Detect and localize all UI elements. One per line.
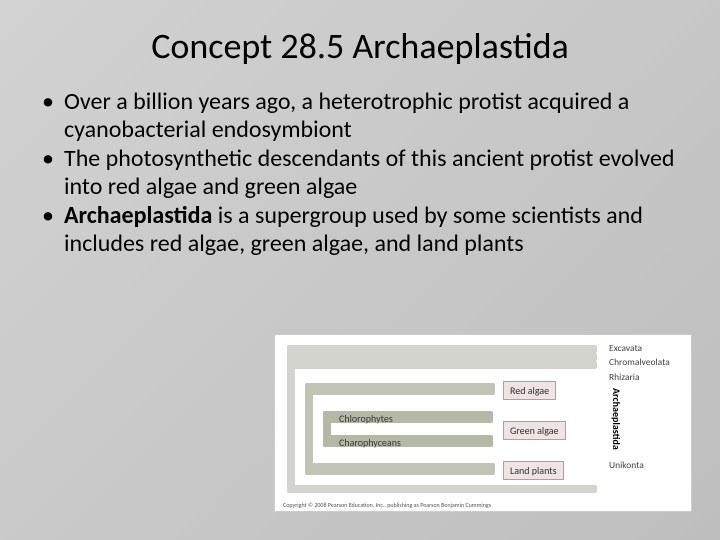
- phylogeny-diagram: Chlorophytes Charophyceans Red algae Gre…: [274, 334, 692, 512]
- category-box-land-plants: Land plants: [503, 461, 564, 480]
- bullet-list: Over a billion years ago, a heterotrophi…: [0, 88, 720, 258]
- tree-branch: [287, 353, 597, 361]
- bullet-item: Over a billion years ago, a heterotrophi…: [42, 88, 680, 143]
- leaf-label: Charophyceans: [339, 436, 401, 449]
- tree-branch-land: [305, 463, 495, 475]
- copyright-text: Copyright © 2008 Pearson Education, Inc.…: [283, 501, 491, 509]
- tree-branch: [287, 345, 597, 353]
- leaf-label: Chlorophytes: [339, 412, 393, 425]
- tree-branch: [287, 485, 597, 493]
- category-box-red-algae: Red algae: [503, 381, 556, 400]
- label-unikonta: Unikonta: [609, 458, 687, 472]
- category-box-green-algae: Green algae: [503, 421, 566, 440]
- label-excavata: Excavata: [609, 341, 687, 355]
- supergroup-labels: Excavata Chromalveolata Rhizaria Archaep…: [609, 341, 687, 472]
- slide-title: Concept 28.5 Archaeplastida: [0, 0, 720, 88]
- tree-branch: [287, 361, 597, 369]
- tree-branch-red: [305, 383, 495, 395]
- label-chromalveolata: Chromalveolata: [609, 355, 687, 369]
- tree-branch: [305, 383, 313, 475]
- bullet-bold-term: Archaeplastida: [64, 201, 212, 230]
- label-archaeplastida: Archaeplastida: [609, 388, 624, 450]
- label-rhizaria: Rhizaria: [609, 370, 687, 384]
- bullet-item: The photosynthetic descendants of this a…: [42, 145, 680, 200]
- bullet-item: Archaeplastida is a supergroup used by s…: [42, 202, 680, 257]
